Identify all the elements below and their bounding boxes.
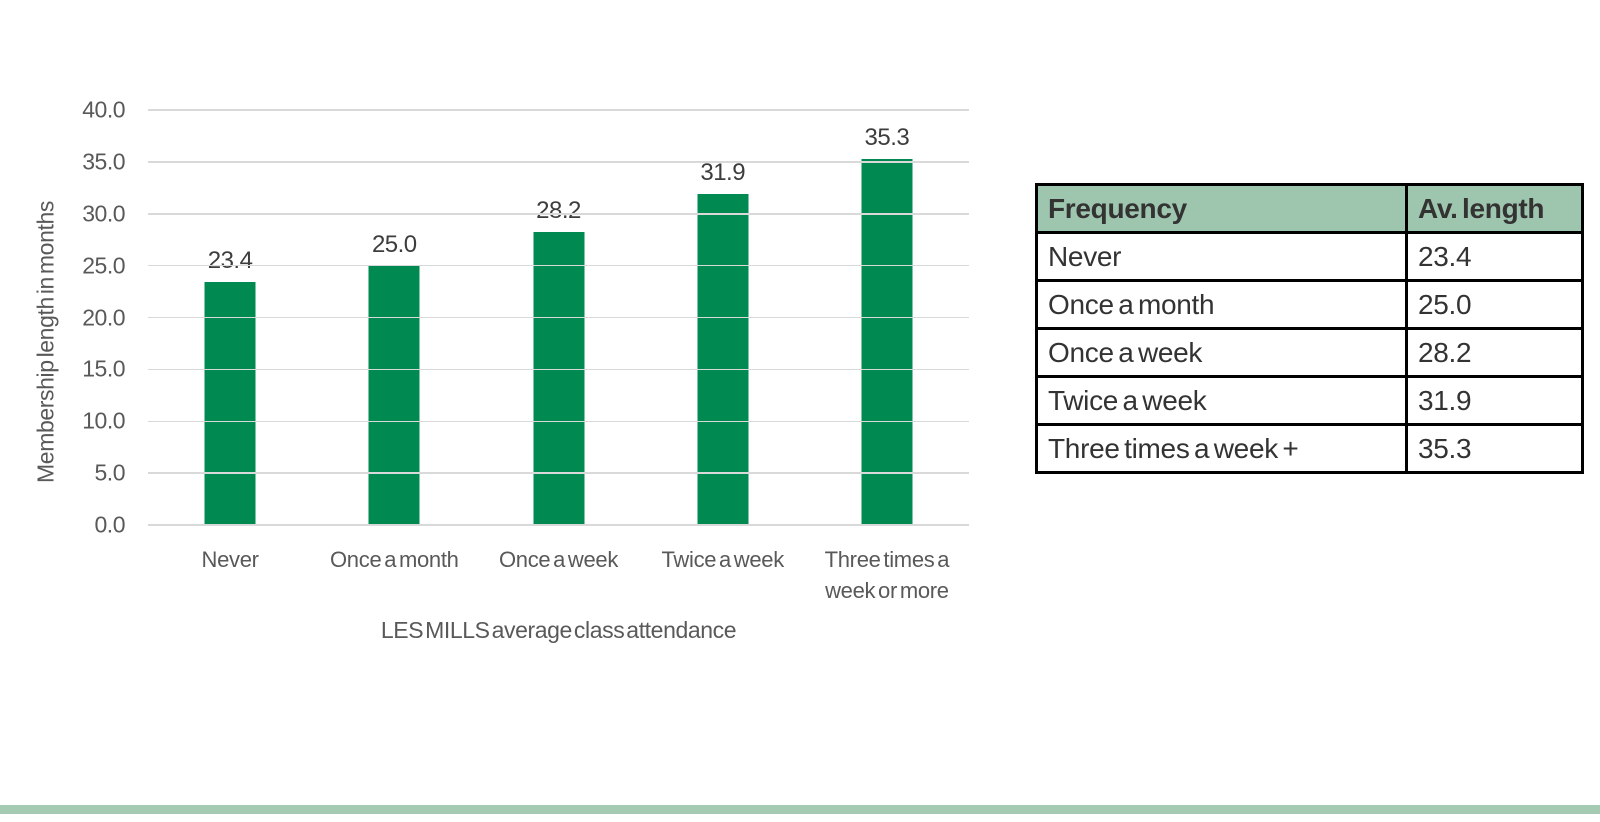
gridline [148, 213, 969, 215]
x-category-label: Never [201, 547, 259, 572]
gridline [148, 472, 969, 474]
bar-value-label: 31.9 [700, 159, 746, 187]
bar-once-a-week [533, 232, 584, 525]
table-row: Three times a week +35.3 [1035, 423, 1584, 474]
av-length-cell: 35.3 [1405, 423, 1584, 474]
y-tick-label: 10.0 [82, 407, 125, 434]
table-row: Once a week 28.2 [1035, 327, 1584, 378]
bar-value-label: 28.2 [536, 197, 581, 225]
gridline [148, 524, 969, 526]
av-length-cell: 25.0 [1405, 279, 1584, 330]
frequency-cell: Twice a week [1035, 375, 1408, 426]
bar-three-times-a-week-or-more [861, 158, 913, 525]
bar-never [204, 282, 256, 525]
bar-once-a-month [368, 265, 420, 525]
x-axis-category-labels: Never Once a month Once a week Twice a week… [148, 545, 969, 607]
gridline [148, 109, 969, 111]
gridline [148, 420, 969, 422]
y-tick-label: 35.0 [82, 148, 125, 175]
table-body: Never 23.4 Once a month 25.0 Once a week 28.2… [1035, 231, 1584, 474]
table-header-row: Frequency Av. length [1035, 183, 1584, 234]
frequency-cell: Once a month [1035, 279, 1408, 330]
gridline [148, 368, 969, 371]
av-length-cell: 31.9 [1405, 375, 1584, 426]
x-category-label: Three times a week or more [824, 547, 950, 603]
table-row: Twice a week 31.9 [1035, 375, 1584, 426]
bar-slot: 23.4 [148, 110, 312, 525]
bar-value-label: 35.3 [864, 123, 910, 151]
bars-container: 23.4 25.0 28.2 31.9 35.3 [148, 110, 969, 525]
y-tick-label: 20.0 [82, 304, 125, 330]
bar-value-label: 25.0 [371, 230, 417, 258]
y-tick-label: 30.0 [82, 200, 125, 227]
av-length-cell: 23.4 [1405, 231, 1584, 282]
y-axis-tick-labels: 40.0 35.0 30.0 25.0 20.0 15.0 10.0 5.0 0.0 [0, 97, 128, 538]
av-length-column-header: Av. length [1405, 183, 1584, 234]
bar-twice-a-week [697, 194, 749, 525]
av-length-cell: 28.2 [1405, 327, 1584, 378]
x-category-label: Once a month [330, 547, 459, 572]
gridline [148, 264, 969, 267]
gridline [148, 161, 969, 163]
y-tick-label: 5.0 [94, 459, 126, 486]
plot-area: 23.4 25.0 28.2 31.9 35.3 [148, 109, 969, 526]
y-tick-label: 25.0 [82, 252, 125, 279]
bar-slot: 35.3 [805, 110, 969, 525]
gridline [148, 316, 969, 319]
footer-accent-strip [0, 805, 1600, 814]
frequency-table: Frequency Av. length Never 23.4 Once a mon… [1035, 183, 1584, 474]
frequency-column-header: Frequency [1035, 183, 1408, 234]
frequency-cell: Three times a week + [1035, 423, 1408, 474]
bar-slot: 28.2 [476, 110, 640, 525]
y-tick-label: 15.0 [82, 355, 125, 382]
table-row: Never 23.4 [1035, 231, 1584, 282]
frequency-cell: Never [1035, 231, 1408, 282]
bar-value-label: 23.4 [207, 247, 253, 275]
y-tick-label: 40.0 [82, 96, 125, 123]
x-category-label: Once a week [498, 547, 619, 572]
y-tick-label: 0.0 [94, 511, 126, 538]
bar-slot: 25.0 [312, 110, 476, 525]
bar-slot: 31.9 [641, 110, 805, 525]
x-category-label: Twice a week [661, 547, 784, 572]
frequency-cell: Once a week [1035, 327, 1408, 378]
table-row: Once a month 25.0 [1035, 279, 1584, 330]
x-axis-title: LES MILLS average class attendance [380, 617, 737, 643]
